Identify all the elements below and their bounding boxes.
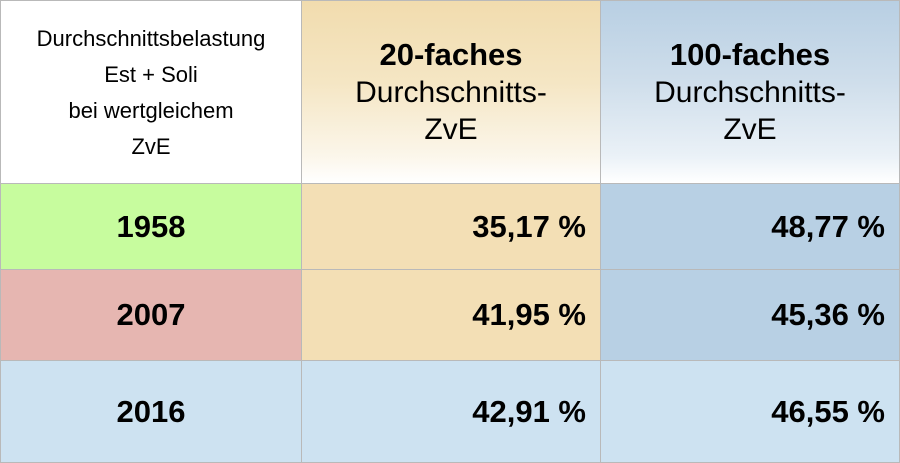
year-label: 1958 <box>116 208 186 244</box>
value-label: 42,91 % <box>472 393 586 429</box>
corner-header-line-3: bei wertgleichem <box>68 98 234 123</box>
value-cell-2007-20-faches: 41,95 % <box>301 269 601 361</box>
value-cell-1958-20-faches: 35,17 % <box>301 183 601 270</box>
corner-header-line-2: Est + Soli <box>104 62 198 87</box>
column-header-20-faches: 20-faches Durchschnitts- ZvE <box>301 0 601 184</box>
value-cell-2016-100-faches: 46,55 % <box>600 360 900 463</box>
column-header-100-faches-title: 100-faches <box>669 37 831 72</box>
column-header-100-faches-line-3: ZvE <box>723 113 777 146</box>
corner-header-line-4: ZvE <box>131 134 171 159</box>
value-label: 41,95 % <box>472 297 586 332</box>
year-cell-2016: 2016 <box>0 360 302 463</box>
value-label: 48,77 % <box>771 208 885 244</box>
value-label: 45,36 % <box>771 297 885 332</box>
year-cell-1958: 1958 <box>0 183 302 270</box>
value-label: 35,17 % <box>472 208 586 244</box>
value-cell-2007-100-faches: 45,36 % <box>600 269 900 361</box>
column-header-20-faches-line-2: Durchschnitts- <box>355 76 547 109</box>
corner-header-line-1: Durchschnittsbelastung <box>36 26 266 51</box>
value-label: 46,55 % <box>771 393 885 429</box>
corner-header-cell: Durchschnittsbelastung Est + Soli bei we… <box>0 0 302 184</box>
value-cell-1958-100-faches: 48,77 % <box>600 183 900 270</box>
column-header-20-faches-title: 20-faches <box>379 37 523 72</box>
value-cell-2016-20-faches: 42,91 % <box>301 360 601 463</box>
year-cell-2007: 2007 <box>0 269 302 361</box>
year-label: 2007 <box>116 297 186 332</box>
column-header-20-faches-line-3: ZvE <box>424 113 478 146</box>
column-header-100-faches-line-2: Durchschnitts- <box>654 76 846 109</box>
column-header-100-faches: 100-faches Durchschnitts- ZvE <box>600 0 900 184</box>
year-label: 2016 <box>116 393 186 429</box>
